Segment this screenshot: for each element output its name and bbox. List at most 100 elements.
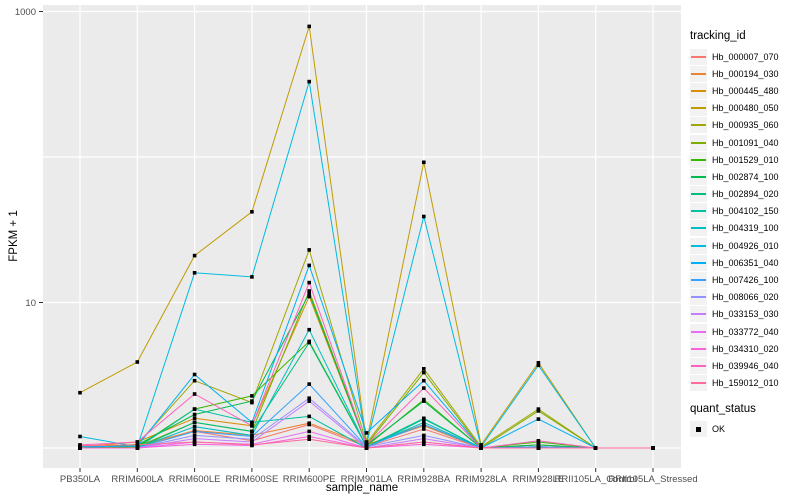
legend-label: OK: [712, 424, 726, 435]
legend-key: [690, 82, 707, 99]
data-point: [250, 275, 254, 279]
legend-line-swatch-icon: [691, 210, 706, 213]
y-tick-label: 1000: [15, 7, 36, 18]
data-point: [250, 440, 254, 444]
y-tick-label: 10: [25, 298, 36, 309]
legend-key: [690, 237, 707, 254]
data-point: [307, 340, 311, 345]
legend-label: Hb_000480_050: [712, 103, 779, 114]
data-point: [250, 394, 254, 398]
data-point: [192, 433, 197, 438]
data-point: [536, 439, 541, 443]
data-point: [192, 442, 197, 447]
legend-item: Hb_000445_480: [690, 82, 798, 99]
legend-label: Hb_159012_010: [712, 378, 779, 389]
data-point: [135, 443, 140, 447]
data-point: [307, 24, 311, 29]
data-point: [422, 420, 426, 425]
legend-line-swatch-icon: [691, 175, 706, 178]
data-point: [422, 214, 426, 219]
legend-key: [690, 65, 707, 82]
data-point: [250, 429, 254, 434]
legend-label: Hb_002894_020: [712, 189, 779, 200]
legend-item: Hb_039946_040: [690, 357, 798, 374]
legend-item: Hb_000935_060: [690, 117, 798, 134]
data-point: [422, 367, 426, 371]
data-point: [250, 210, 254, 214]
data-point: [307, 248, 311, 252]
legend-label: Hb_000194_030: [712, 68, 779, 79]
data-point: [307, 429, 311, 434]
legend: tracking_id Hb_000007_070 Hb_000194_030 Hb…: [690, 30, 798, 438]
data-point: [422, 370, 426, 375]
data-point: [192, 429, 197, 434]
legend-item: Hb_008066_020: [690, 289, 798, 306]
x-tick-label: RRIM600PE: [283, 474, 336, 485]
data-point: [307, 434, 311, 439]
ok-point-icon: [696, 427, 701, 432]
legend-key: [690, 375, 707, 392]
data-point: [307, 396, 311, 400]
legend-label: Hb_039946_040: [712, 360, 779, 371]
legend-line-swatch-icon: [691, 158, 706, 161]
x-tick-label: RRIM928LA: [455, 474, 507, 485]
legend-item: Hb_000007_070: [690, 48, 798, 65]
legend-line-swatch-icon: [691, 313, 706, 316]
legend-key: [690, 117, 707, 134]
x-tick-label: RRIM928BA: [397, 474, 450, 485]
data-point: [307, 280, 311, 285]
data-point: [307, 421, 311, 425]
data-point: [307, 414, 311, 419]
legend-item: Hb_007426_100: [690, 271, 798, 289]
data-point: [307, 327, 311, 332]
legend-item: Hb_002874_100: [690, 168, 798, 185]
data-point: [422, 399, 426, 403]
data-point: [307, 294, 311, 299]
data-point: [364, 431, 369, 435]
legend-key: [690, 254, 707, 271]
data-point: [250, 443, 254, 447]
legend-line-swatch-icon: [691, 72, 706, 75]
legend-title-quant-status: quant_status: [690, 402, 756, 415]
y-axis-title: FPKM + 1: [8, 210, 20, 262]
data-point: [78, 446, 82, 450]
data-point: [78, 390, 82, 395]
data-point: [422, 442, 426, 447]
legend-key: [690, 272, 707, 289]
legend-label: Hb_008066_020: [712, 292, 779, 303]
data-point: [192, 271, 197, 275]
data-point: [192, 412, 197, 417]
legend-item: Hb_001529_010: [690, 151, 798, 168]
legend-key: [690, 306, 707, 323]
data-point: [78, 434, 82, 439]
legend-key: [690, 100, 707, 117]
data-point: [250, 434, 254, 439]
legend-label: Hb_006351_040: [712, 257, 779, 268]
x-tick-label: PB350LA: [60, 474, 101, 485]
legend-label: Hb_004319_100: [712, 223, 779, 234]
data-point: [422, 422, 426, 427]
data-point: [307, 291, 311, 296]
data-point: [192, 372, 197, 377]
legend-line-swatch-icon: [691, 296, 706, 299]
data-point: [192, 424, 197, 429]
legend-key: [690, 186, 707, 203]
data-point: [307, 399, 311, 403]
legend-line-swatch-icon: [691, 244, 706, 247]
legend-label: Hb_034310_020: [712, 343, 779, 354]
x-tick-label: RRII105LA_Control: [555, 474, 637, 485]
data-point: [250, 399, 254, 403]
data-point: [307, 79, 311, 84]
data-point: [536, 417, 541, 421]
legend-line-swatch-icon: [691, 279, 706, 282]
data-point: [536, 363, 541, 368]
data-point: [192, 407, 197, 411]
legend-label: Hb_001091_040: [712, 137, 779, 148]
legend-item: Hb_033153_030: [690, 306, 798, 323]
data-point: [307, 263, 311, 268]
data-point: [192, 416, 197, 421]
data-point: [192, 253, 197, 258]
panel-background: [43, 5, 681, 468]
